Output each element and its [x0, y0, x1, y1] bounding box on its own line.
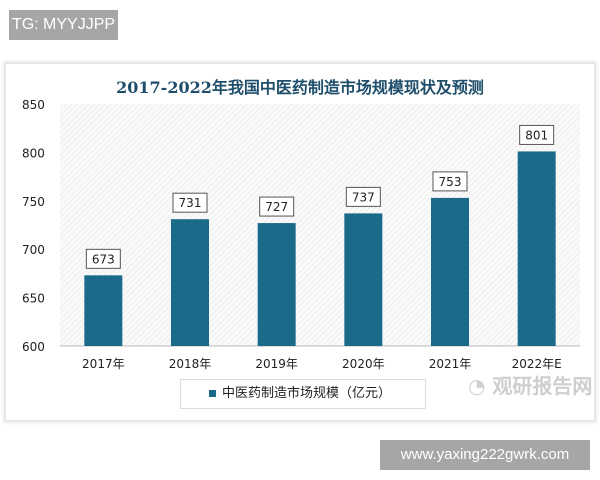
data-label-box: [85, 248, 121, 269]
y-tick-label: 650: [22, 292, 45, 306]
y-tick-label: 700: [22, 243, 45, 257]
bar: [431, 197, 469, 346]
bar: [257, 223, 296, 346]
chart-title: 2017-2022年我国中医药制造市场规模现状及预测: [116, 78, 484, 97]
legend-label: 中医药制造市场规模（亿元）: [222, 386, 392, 401]
watermark-logo: ◔ 观研报告网: [468, 374, 593, 398]
bar: [344, 213, 383, 346]
x-tick-label: 2019年: [255, 357, 298, 371]
data-label: 737: [352, 190, 375, 204]
y-tick-label: 850: [22, 98, 45, 112]
data-label: 673: [92, 252, 115, 266]
plot-area: [60, 104, 580, 346]
legend: 中医药制造市场规模（亿元）: [180, 379, 426, 409]
bar: [84, 275, 123, 346]
y-tick-label: 600: [22, 340, 45, 354]
data-label-box: [519, 124, 555, 145]
x-tick-label: 2017年: [82, 357, 125, 371]
x-tick-label: 2018年: [169, 357, 212, 371]
y-tick-label: 800: [22, 146, 45, 160]
data-label-box: [172, 192, 208, 213]
legend-swatch: [209, 390, 216, 397]
x-tick-label: 2020年: [342, 357, 385, 371]
data-label-box: [432, 171, 468, 192]
bar: [171, 219, 209, 346]
tg-badge: TG: MYYJJPP: [9, 10, 118, 40]
site-badge: www.yaxing222gwrk.com: [380, 440, 590, 470]
y-tick-label: 750: [22, 195, 45, 209]
data-label: 753: [439, 175, 462, 189]
x-tick-label: 2021年: [429, 357, 472, 371]
data-label: 727: [265, 200, 288, 214]
data-label: 801: [525, 128, 548, 142]
data-label: 731: [179, 196, 202, 210]
x-tick-label: 2022年E: [512, 357, 562, 371]
data-label-box: [345, 186, 381, 207]
data-label-box: [259, 196, 295, 217]
bar: [517, 151, 556, 346]
